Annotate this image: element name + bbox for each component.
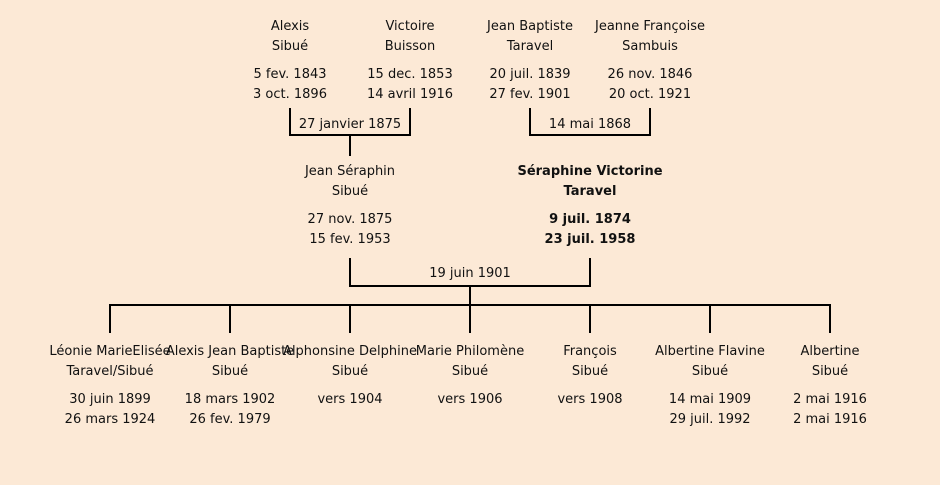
marriage-date: 14 mai 1868 — [548, 117, 632, 132]
person-date: 2 mai 1916 — [793, 412, 867, 427]
person-date: 2 mai 1916 — [793, 392, 867, 407]
person-name: Sibué — [811, 364, 849, 379]
person-date: 27 fev. 1901 — [489, 87, 571, 102]
person-name: Alphonsine Delphine — [283, 344, 417, 359]
person-date: 18 mars 1902 — [184, 392, 276, 407]
person-date: 29 juil. 1992 — [669, 412, 751, 427]
person-name: Jean Séraphin — [304, 164, 396, 179]
person-name: Taravel — [506, 39, 554, 54]
person-name: Sibué — [691, 364, 729, 379]
person-name: Sibué — [571, 364, 609, 379]
person-name: Buisson — [384, 39, 436, 54]
person-name: Sibué — [271, 39, 309, 54]
marriage-date: 19 juin 1901 — [429, 266, 511, 281]
person-date: 26 fev. 1979 — [189, 412, 271, 427]
person-date: 3 oct. 1896 — [253, 87, 327, 102]
person-date: 23 juil. 1958 — [544, 232, 636, 247]
person-date: vers 1904 — [317, 392, 383, 407]
person-name: Taravel/Sibué — [66, 364, 154, 379]
person-name: Sibué — [331, 364, 369, 379]
person-date: 14 avril 1916 — [366, 87, 454, 102]
person-name: Alexis — [270, 19, 310, 34]
person-date: 26 mars 1924 — [64, 412, 156, 427]
person-date: vers 1906 — [437, 392, 503, 407]
person-name: Sibué — [211, 364, 249, 379]
person-name: Jeanne Françoise — [595, 19, 705, 34]
person-name: Jean Baptiste — [487, 19, 573, 34]
person-name: Sibué — [331, 184, 369, 199]
person-name: Albertine Flavine — [655, 344, 765, 359]
person-date: 5 fev. 1843 — [253, 67, 327, 82]
person-date: 15 dec. 1853 — [367, 67, 453, 82]
person-name: Léonie MarieElisée — [49, 344, 171, 359]
person-name: Marie Philomène — [415, 344, 525, 359]
person-date: 14 mai 1909 — [668, 392, 752, 407]
person-name: François — [563, 344, 617, 359]
person-name: Sambuis — [622, 39, 678, 54]
person-name: Taravel — [563, 184, 617, 199]
person-date: 15 fev. 1953 — [309, 232, 391, 247]
person-date: 27 nov. 1875 — [307, 212, 393, 227]
person-date: 26 nov. 1846 — [607, 67, 693, 82]
person-date: 20 oct. 1921 — [608, 87, 692, 102]
person-date: 20 juil. 1839 — [489, 67, 571, 82]
marriage-date: 27 janvier 1875 — [298, 117, 402, 132]
person-name: Victoire — [385, 19, 435, 34]
person-date: 9 juil. 1874 — [549, 212, 631, 227]
person-name: Sibué — [451, 364, 489, 379]
person-date: 30 juin 1899 — [69, 392, 151, 407]
person-name: Séraphine Victorine — [517, 164, 663, 179]
person-name: Albertine — [800, 344, 860, 359]
person-name: Alexis Jean Baptiste — [165, 344, 295, 359]
person-date: vers 1908 — [557, 392, 623, 407]
